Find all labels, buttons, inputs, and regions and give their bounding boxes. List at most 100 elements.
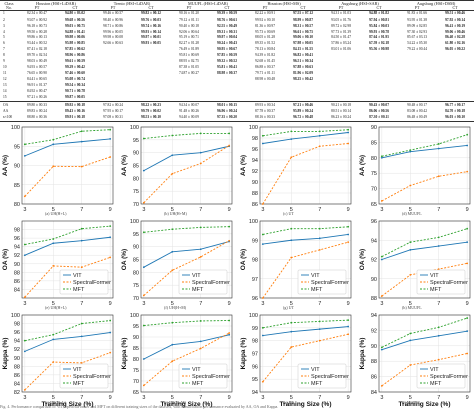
table-cell: 90.16 ± 01.20 bbox=[179, 11, 199, 16]
data-point bbox=[80, 322, 83, 325]
data-point bbox=[261, 142, 264, 145]
series-line bbox=[262, 333, 349, 383]
table-cell: 89.91 ± 00.18 bbox=[56, 114, 95, 122]
table-cell: 97.82 ± 00.24 bbox=[94, 101, 133, 109]
table-cell: 99.93 ± 00.78 bbox=[369, 29, 390, 34]
legend-label: VIT bbox=[73, 367, 82, 373]
table-cell: 97.35 ± 00.20 bbox=[208, 114, 247, 122]
table-cell: 95.73 ± 00.69 bbox=[255, 29, 275, 34]
table-cell: 96.96 ± 00.24 bbox=[217, 108, 237, 113]
table-cell: 92.06 ± 00.64 bbox=[179, 29, 199, 34]
table-cell: 98.01 ± 00.15 bbox=[208, 101, 247, 109]
y-tick-label: 98 bbox=[252, 339, 258, 345]
data-point bbox=[142, 266, 145, 269]
table-cell: 74.87 ± 00.27 bbox=[179, 71, 199, 76]
table-cell bbox=[398, 95, 436, 102]
table-row: 11 76.65 ± 00.90 97.46 ± 00.60 74.87 ± 00.2… bbox=[0, 71, 474, 77]
table-cell: 82.27 ± 01.28 bbox=[179, 41, 199, 46]
data-point bbox=[199, 151, 202, 154]
table-cell: 93.95 ± 01.38 bbox=[407, 17, 428, 22]
series-line bbox=[24, 156, 111, 197]
y-tick-label: 90 bbox=[371, 125, 377, 131]
table-cell: 54.22 ± 05.30 bbox=[407, 41, 428, 46]
data-point bbox=[290, 138, 293, 140]
series-line bbox=[381, 171, 468, 202]
table-cell bbox=[322, 95, 360, 102]
row-label: 9 bbox=[3, 59, 5, 64]
legend-label: SpectralFormer bbox=[430, 280, 468, 286]
series-line bbox=[143, 145, 230, 172]
dataset-header: Augsburg (HSI+SAR) bbox=[322, 0, 399, 6]
x-tick-label: 9 bbox=[228, 395, 231, 401]
y-tick-label: 90 bbox=[371, 277, 377, 283]
y-axis-label: AA (%) bbox=[240, 155, 247, 176]
row-label: 1 bbox=[3, 11, 5, 16]
y-tick-label: 94 bbox=[371, 238, 377, 244]
y-axis-label: OA (%) bbox=[240, 249, 247, 270]
table-cell: 90.71 ± 00.78 bbox=[65, 89, 85, 94]
x-tick-label: 9 bbox=[347, 395, 350, 401]
data-point bbox=[109, 319, 112, 322]
y-axis-label: Kappa (%) bbox=[2, 338, 9, 370]
row-label: 14 bbox=[3, 89, 7, 94]
y-tick-label: 90 bbox=[133, 245, 139, 251]
data-point bbox=[290, 346, 293, 348]
table-cell: 87.78 ± 00.37 bbox=[255, 108, 275, 113]
subfigure-caption: (d) MUUFL bbox=[402, 211, 422, 216]
legend-box bbox=[297, 269, 347, 295]
legend-label: SpectralFormer bbox=[192, 280, 230, 286]
series-line bbox=[143, 332, 230, 386]
chart-panel: 96 97 98 99 100 3 5 7 9 OA (%) VIT SpectralFormer MF… bbox=[238, 218, 355, 310]
data-point bbox=[228, 144, 231, 147]
method-header: PT bbox=[246, 6, 285, 11]
data-point bbox=[142, 137, 145, 140]
series-line bbox=[24, 225, 111, 245]
table-cell bbox=[284, 95, 322, 102]
table-cell bbox=[360, 95, 398, 102]
table-cell bbox=[170, 95, 208, 102]
x-tick-label: 3 bbox=[142, 207, 145, 213]
table-cell: 89.83 ± 00.24 bbox=[27, 108, 47, 113]
data-point bbox=[380, 200, 383, 202]
data-point bbox=[171, 343, 174, 346]
y-tick-label: 70 bbox=[133, 202, 139, 208]
data-point bbox=[261, 243, 264, 245]
y-tick-label: 99 bbox=[252, 326, 258, 332]
series-line bbox=[262, 226, 349, 235]
table-cell: 99.61 ± 00.59 bbox=[65, 59, 85, 64]
table-row: 3 96.18 ± 00.73 99.03 ± 00.75 98.71 ± 00.86… bbox=[0, 23, 474, 29]
data-point bbox=[80, 165, 83, 168]
table-cell: 99.03 ± 00.75 bbox=[65, 23, 85, 28]
data-point bbox=[171, 321, 174, 324]
data-point bbox=[437, 326, 440, 329]
data-point bbox=[466, 330, 469, 333]
data-point bbox=[290, 330, 293, 333]
table-cell: 95.89 ± 00.24 bbox=[293, 108, 314, 113]
data-point bbox=[23, 154, 26, 157]
series-line bbox=[143, 334, 230, 360]
table-cell: 95.81 ± 00.41 bbox=[217, 65, 237, 70]
y-tick-label: 75 bbox=[133, 189, 139, 195]
table-cell: 61.80 ± 02.16 bbox=[445, 41, 466, 46]
line-chart: 65 70 75 80 85 90 3 5 7 9 AA (%) bbox=[359, 125, 471, 213]
table-cell: 94.40 ± 00.09 bbox=[170, 114, 209, 122]
data-point bbox=[380, 295, 383, 297]
table-cell: 98.22 ± 00.23 bbox=[132, 101, 171, 109]
y-tick-label: 95 bbox=[133, 324, 139, 330]
table-cell bbox=[208, 95, 246, 102]
table-cell: 86.23 ± 00.24 bbox=[322, 114, 361, 122]
data-point bbox=[109, 128, 112, 131]
legend-label: MFT bbox=[430, 287, 442, 293]
table-cell: 93.05 ± 01.76 bbox=[331, 17, 352, 22]
data-point bbox=[437, 245, 440, 247]
table-cell: 99.51 ± 00.46 bbox=[445, 11, 466, 16]
chart-panel: 65 70 75 80 85 90 3 5 7 9 AA (%) (d) MUUFL bbox=[357, 124, 474, 216]
table-cell: 90.24 ± 00.43 bbox=[217, 41, 237, 46]
method-header: PT bbox=[398, 6, 437, 11]
data-point bbox=[199, 162, 202, 165]
y-tick-label: 94 bbox=[14, 339, 20, 345]
table-cell: 91.83 ± 01.66 bbox=[407, 11, 428, 16]
y-tick-label: 88 bbox=[252, 191, 258, 197]
table-cell: 88.98 ± 00.48 bbox=[255, 77, 275, 82]
data-point bbox=[347, 233, 350, 236]
